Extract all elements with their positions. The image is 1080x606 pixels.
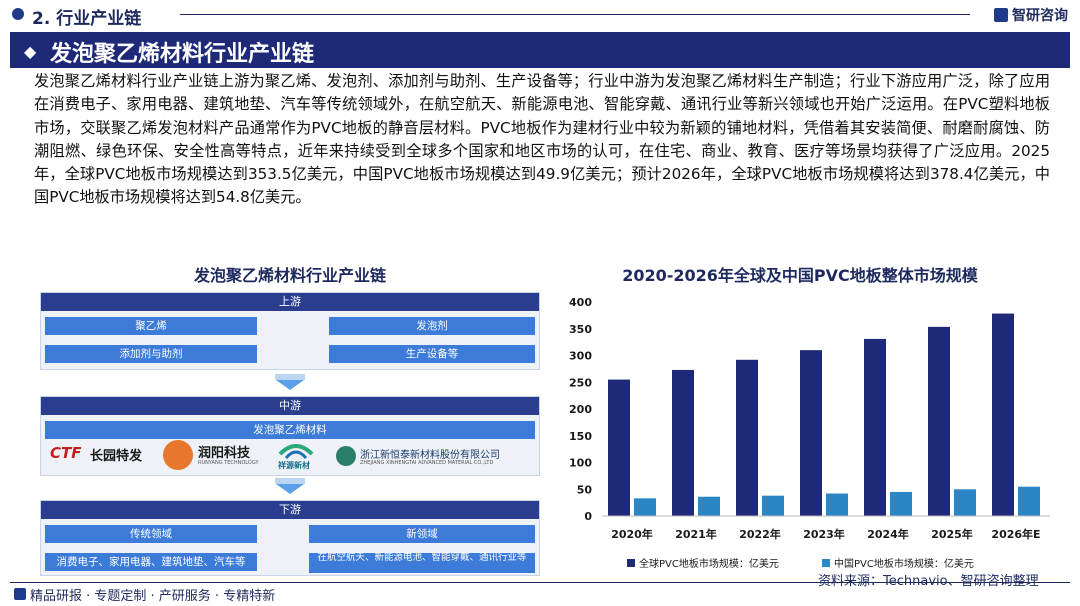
bar-global xyxy=(672,369,694,516)
bar-china xyxy=(1018,486,1040,516)
upstream-item: 添加剂与助剂 xyxy=(45,345,257,363)
upstream-item: 聚乙烯 xyxy=(45,317,257,335)
footer-logo-icon xyxy=(14,588,26,600)
flow-arrow-bar xyxy=(275,478,305,484)
xiangyuan-name: 祥源新材 xyxy=(278,461,310,470)
runyang-name: 润阳科技 xyxy=(198,446,251,461)
midstream-label: 中游 xyxy=(41,397,539,415)
bar-global xyxy=(992,313,1014,516)
y-tick-label: 250 xyxy=(569,376,592,389)
new-items: 在航空航天、新能源电池、智能穿戴、通讯行业等 xyxy=(309,553,535,573)
traditional-items: 消费电子、家用电器、建筑地垫、汽车等 xyxy=(45,553,257,571)
midstream-panel: 中游 发泡聚乙烯材料 xyxy=(40,396,540,476)
upstream-panel: 上游 聚乙烯 发泡剂 添加剂与助剂 生产设备等 xyxy=(40,292,540,370)
downstream-panel: 下游 传统领域 新领域 消费电子、家用电器、建筑地垫、汽车等 在航空航天、新能源… xyxy=(40,500,540,576)
x-tick-label: 2026年E xyxy=(991,527,1040,541)
x-tick-label: 2021年 xyxy=(675,527,717,541)
header-divider xyxy=(180,14,970,15)
chain-title: 发泡聚乙烯材料行业产业链 xyxy=(193,266,386,285)
chart-title: 2020-2026年全球及中国PVC地板整体市场规模 xyxy=(622,266,978,285)
footer-text: 精品研报 · 专题定制 · 产研服务 · 专精特新 xyxy=(30,589,276,604)
company-logos: CTF 长园特发 润阳科技 RUNYANG TECHNOLOGY 祥源新材 浙江… xyxy=(40,438,540,472)
legend-swatch-china xyxy=(822,559,830,567)
down-arrow-icon xyxy=(276,380,304,390)
top-bar: 2. 行业产业链 智研咨询 xyxy=(0,0,1080,30)
footer-divider xyxy=(10,582,1070,583)
x-tick-label: 2023年 xyxy=(803,527,845,541)
bar-china xyxy=(698,496,720,516)
section-title: 2. 行业产业链 xyxy=(32,9,142,29)
y-tick-label: 100 xyxy=(569,457,592,470)
midstream-item: 发泡聚乙烯材料 xyxy=(45,421,535,439)
bar-china xyxy=(890,491,912,516)
brand: 智研咨询 xyxy=(994,5,1068,25)
downstream-label: 下游 xyxy=(41,501,539,519)
zhejiang-name: 浙江新恒泰新材料股份有限公司 xyxy=(360,450,500,461)
brand-name: 智研咨询 xyxy=(1012,8,1068,24)
x-tick-label: 2024年 xyxy=(867,527,909,541)
bar-global xyxy=(608,379,630,516)
y-tick-label: 400 xyxy=(569,296,592,309)
runyang-logo-icon xyxy=(163,440,193,470)
ctf-name: 长园特发 xyxy=(90,449,143,464)
zhejiang-sub: ZHEJIANG XINHENGTAI ADVANCED MATERIAL CO… xyxy=(360,460,494,466)
legend-china: 中国PVC地板市场规模：亿美元 xyxy=(822,555,974,570)
x-tick-label: 2020年 xyxy=(611,527,653,541)
xiangyuan-logo-icon xyxy=(278,444,314,460)
down-arrow-icon xyxy=(276,484,304,494)
bar-china xyxy=(762,495,784,516)
traditional-label: 传统领域 xyxy=(45,525,257,543)
bar-global xyxy=(928,326,950,516)
upstream-item: 生产设备等 xyxy=(329,345,535,363)
y-tick-label: 200 xyxy=(569,403,592,416)
y-tick-label: 350 xyxy=(569,323,592,336)
zhejiang-logo-icon xyxy=(336,446,356,466)
page-banner: ◆ 发泡聚乙烯材料行业产业链 xyxy=(10,32,1070,68)
x-tick-label: 2022年 xyxy=(739,527,781,541)
x-tick-label: 2025年 xyxy=(931,527,973,541)
new-label: 新领域 xyxy=(309,525,535,543)
y-tick-label: 0 xyxy=(584,510,592,523)
legend-global: 全球PVC地板市场规模：亿美元 xyxy=(627,555,779,570)
page-title: 发泡聚乙烯材料行业产业链 xyxy=(50,42,315,67)
flow-arrow-bar xyxy=(275,374,305,380)
diamond-icon: ◆ xyxy=(24,42,37,61)
bar-global xyxy=(800,350,822,516)
upstream-label: 上游 xyxy=(41,293,539,311)
intro-paragraph: 发泡聚乙烯材料行业产业链上游为聚乙烯、发泡剂、添加剂与助剂、生产设备等；行业中游… xyxy=(34,72,1050,207)
legend-label-global: 全球PVC地板市场规模：亿美元 xyxy=(639,559,779,570)
source-note: 资料来源：Technavio、智研咨询整理 xyxy=(818,574,1039,589)
legend-swatch-global xyxy=(627,559,635,567)
y-tick-label: 50 xyxy=(577,483,593,496)
brand-logo-icon xyxy=(994,8,1008,22)
y-tick-label: 300 xyxy=(569,350,592,363)
bar-china xyxy=(826,493,848,516)
upstream-item: 发泡剂 xyxy=(329,317,535,335)
bar-global xyxy=(864,338,886,516)
bar-global xyxy=(736,359,758,516)
market-size-chart: 0 50 100 150 200 250 300 350 400 2020年 2021年 2022年 2… xyxy=(569,296,1050,541)
bar-china xyxy=(634,498,656,516)
runyang-sub: RUNYANG TECHNOLOGY xyxy=(198,460,259,466)
legend-label-china: 中国PVC地板市场规模：亿美元 xyxy=(834,559,974,570)
ctf-logo: CTF xyxy=(50,444,82,462)
bar-china xyxy=(954,489,976,516)
y-tick-label: 150 xyxy=(569,430,592,443)
bullet-icon xyxy=(12,8,24,20)
